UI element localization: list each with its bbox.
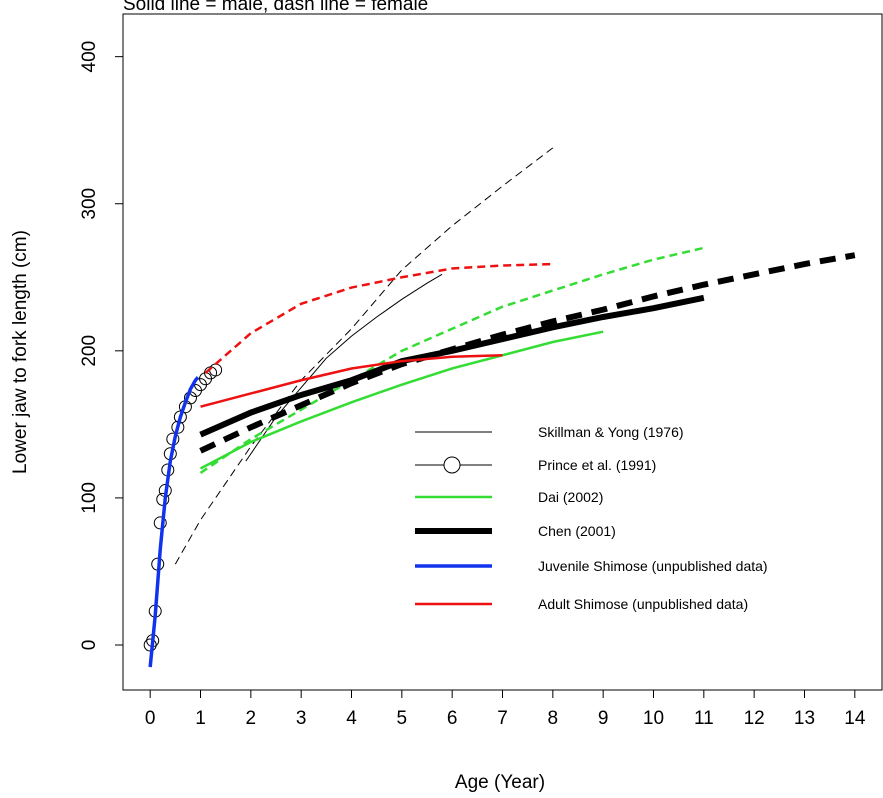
x-tick-label: 14	[844, 708, 866, 729]
data-point	[153, 516, 167, 530]
x-tick-label: 5	[397, 708, 408, 729]
male-line	[245, 273, 443, 462]
legend-label: Chen (2001)	[538, 523, 616, 539]
x-axis-label: Age (Year)	[455, 772, 545, 793]
plot-frame	[122, 13, 883, 691]
female-line	[199, 246, 705, 474]
y-tick-label: 100	[79, 482, 100, 514]
legend-marker	[443, 456, 461, 474]
female-line	[204, 262, 553, 374]
x-tick-label: 0	[145, 708, 156, 729]
legend-label: Prince et al. (1991)	[538, 457, 656, 473]
y-axis-label: Lower jaw to fork length (cm)	[10, 230, 31, 474]
x-tick-label: 9	[598, 708, 609, 729]
x-tick-label: 2	[246, 708, 257, 729]
legend-label: Dai (2002)	[538, 489, 603, 505]
y-tick-label: 400	[79, 41, 100, 73]
male-line	[199, 330, 604, 470]
legend-label: Juvenile Shimose (unpublished data)	[538, 558, 768, 574]
x-tick-label: 13	[794, 708, 815, 729]
male-line	[148, 376, 200, 668]
x-tick-label: 7	[497, 708, 508, 729]
y-tick-label: 0	[79, 640, 100, 651]
x-tick-label: 1	[195, 708, 206, 729]
x-tick-label: 10	[643, 708, 664, 729]
legend-label: Adult Shimose (unpublished data)	[538, 596, 748, 612]
x-tick-label: 6	[447, 708, 458, 729]
female-line	[199, 252, 856, 454]
y-tick-label: 300	[79, 188, 100, 220]
legend-label: Skillman & Yong (1976)	[538, 424, 684, 440]
x-tick-label: 3	[296, 708, 307, 729]
chart-title: Solid line = male, dash line = female	[123, 0, 428, 15]
x-tick-label: 12	[744, 708, 765, 729]
x-tick-label: 4	[346, 708, 357, 729]
x-tick-label: 11	[694, 708, 714, 729]
y-tick-label: 200	[79, 335, 100, 367]
male-line	[200, 353, 503, 408]
data-point	[156, 492, 170, 506]
female-line	[174, 147, 554, 565]
x-tick-label: 8	[548, 708, 559, 729]
